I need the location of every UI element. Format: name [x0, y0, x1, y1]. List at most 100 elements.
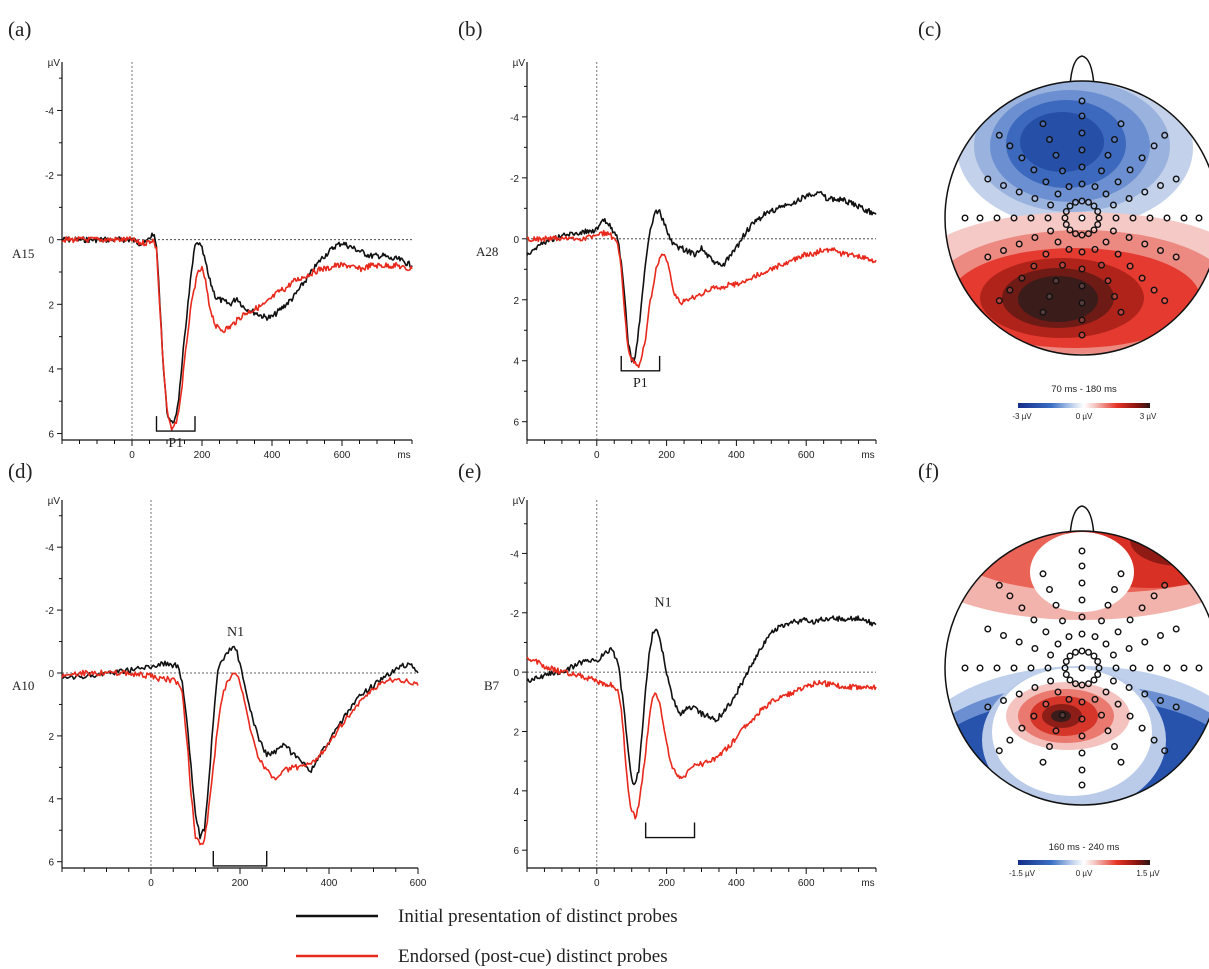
electrode: [1006, 142, 1014, 150]
nose-marker-f: [1069, 505, 1095, 537]
electrode: [1030, 616, 1038, 624]
y-tick-label: 4: [513, 787, 519, 798]
electrode: [1052, 727, 1060, 735]
colorbar-tick-c-max: 3 µV: [1140, 412, 1157, 421]
y-tick-label: 0: [48, 236, 54, 247]
electrode: [1141, 240, 1149, 248]
electrode: [1066, 226, 1074, 234]
electrode: [1000, 246, 1008, 254]
electrode: [1150, 142, 1158, 150]
electrode: [1030, 262, 1038, 270]
series-line-initial: [526, 615, 877, 786]
electrode: [1078, 180, 1086, 188]
electrode: [1058, 167, 1066, 175]
electrode: [1110, 135, 1118, 143]
y-tick-label: -2: [45, 606, 54, 617]
electrode: [1091, 695, 1099, 703]
electrode: [1062, 671, 1070, 679]
series-line-endorsed: [526, 656, 877, 820]
electrode: [1090, 652, 1098, 660]
x-tick-label: 600: [334, 450, 351, 461]
topomap-f: 160 ms - 240 ms -1.5 µV 0 µV 1.5 µV: [944, 505, 1209, 878]
electrode: [1010, 664, 1018, 672]
panel-label-c: (c): [918, 17, 941, 41]
electrode: [1126, 712, 1134, 720]
x-tick-label: 600: [410, 878, 427, 889]
electrode: [1104, 601, 1112, 609]
y-axis-label: µV: [513, 496, 526, 507]
electrode: [1078, 214, 1086, 222]
electrode: [1078, 596, 1086, 604]
electrode: [1091, 183, 1099, 191]
electrode: [1095, 214, 1103, 222]
electrode: [1172, 703, 1180, 711]
electrode: [1078, 715, 1086, 723]
electrode: [1180, 214, 1188, 222]
electrode: [1018, 274, 1026, 282]
colorbar-c: [1018, 403, 1150, 408]
x-tick-label: 0: [594, 878, 600, 889]
electrode: [1078, 129, 1086, 137]
electrode: [1078, 698, 1086, 706]
electrode: [1058, 711, 1066, 719]
electrode: [1031, 194, 1039, 202]
electrode: [1066, 652, 1074, 660]
electrode: [1078, 630, 1086, 638]
electrode: [1018, 604, 1026, 612]
y-tick-label: 6: [513, 846, 519, 857]
electrode: [1110, 743, 1118, 751]
series-line-endorsed: [526, 230, 877, 369]
electrode: [1117, 120, 1125, 128]
electrode: [1084, 648, 1092, 656]
head-outline-c: [944, 80, 1209, 356]
electrode: [1078, 331, 1086, 339]
electrode: [1109, 201, 1117, 209]
y-tick-label: 4: [48, 365, 54, 376]
electrode: [1126, 616, 1134, 624]
legend-label-endorsed: Endorsed (post-cue) distinct probes: [398, 946, 668, 967]
y-tick-label: 0: [513, 235, 519, 246]
electrode: [1129, 214, 1137, 222]
electrode: [1141, 690, 1149, 698]
electrode: [1195, 664, 1203, 672]
erp-panel-e: -4 -2 0 2 4 6 µV 0 200 400 600 ms B7 N1: [484, 496, 877, 889]
y-tick-label: -4: [45, 543, 54, 554]
electrode: [1078, 163, 1086, 171]
electrode: [1084, 230, 1092, 238]
colorbar-tick-f-min: -1.5 µV: [1009, 869, 1036, 878]
electrode: [1078, 647, 1086, 655]
electrode: [1125, 645, 1133, 653]
electrode: [1126, 262, 1134, 270]
electrode: [1065, 245, 1073, 253]
y-tick-label: 6: [513, 418, 519, 429]
electrode: [1112, 664, 1120, 672]
electrode: [1094, 671, 1102, 679]
electrode: [1114, 178, 1122, 186]
component-label: P1: [168, 436, 183, 451]
x-tick-label: 400: [321, 878, 338, 889]
electrode: [1042, 700, 1050, 708]
electrode: [1102, 190, 1110, 198]
y-tick-label: -4: [510, 549, 519, 560]
electrode: [1042, 628, 1050, 636]
y-tick-label: -4: [510, 113, 519, 124]
series-line-initial: [526, 191, 877, 363]
electrode: [1042, 250, 1050, 258]
electrode: [1090, 676, 1098, 684]
x-tick-label: 200: [658, 450, 675, 461]
electrode: [1000, 697, 1008, 705]
legend: Initial presentation of distinct probes …: [296, 906, 678, 967]
electrode: [1102, 688, 1110, 696]
electrode: [1110, 586, 1118, 594]
y-axis-label: µV: [48, 58, 61, 69]
y-tick-label: -2: [510, 609, 519, 620]
electrode: [1129, 664, 1137, 672]
y-tick-label: 6: [48, 858, 54, 869]
panel-label-d: (d): [8, 459, 33, 483]
electrode: [1030, 166, 1038, 174]
erp-panel-b: -4 -2 0 2 4 6 µV 0 200 400 600 ms A28 P1: [476, 58, 877, 461]
electrode: [1047, 201, 1055, 209]
y-tick-label: 4: [48, 795, 54, 806]
channel-label: A10: [12, 678, 34, 693]
electrode: [1078, 766, 1086, 774]
